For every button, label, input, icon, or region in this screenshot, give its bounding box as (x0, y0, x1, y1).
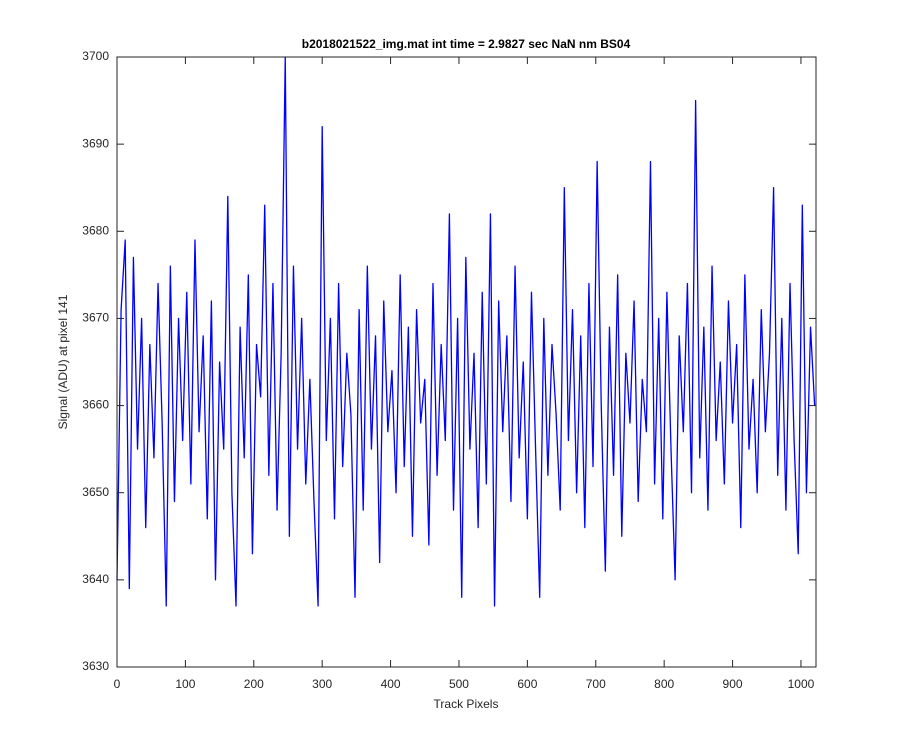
x-tick-label: 700 (586, 677, 606, 691)
y-tick-label: 3660 (82, 398, 109, 412)
axes-box (116, 56, 817, 668)
data-line (116, 56, 816, 607)
y-tick-label: 3700 (82, 49, 109, 63)
x-tick-label: 800 (654, 677, 674, 691)
x-tick-label: 900 (723, 677, 743, 691)
x-tick-label: 200 (244, 677, 264, 691)
y-tick-label: 3670 (82, 311, 109, 325)
x-tick-label: 300 (312, 677, 332, 691)
y-axis-label: Signal (ADU) at pixel 141 (56, 294, 70, 429)
x-tick-label: 1000 (788, 677, 815, 691)
x-tick-label: 100 (175, 677, 195, 691)
y-tick-label: 3680 (82, 223, 109, 237)
y-tick-label: 3650 (82, 485, 109, 499)
y-tick-label: 3630 (82, 659, 109, 673)
x-tick-label: 600 (517, 677, 537, 691)
x-tick-label: 400 (381, 677, 401, 691)
y-tick-label: 3690 (82, 136, 109, 150)
x-tick-label: 0 (114, 677, 121, 691)
chart-title: b2018021522_img.mat int time = 2.9827 se… (302, 37, 631, 51)
y-tick-label: 3640 (82, 572, 109, 586)
x-tick-label: 500 (449, 677, 469, 691)
x-axis-label: Track Pixels (434, 697, 499, 711)
